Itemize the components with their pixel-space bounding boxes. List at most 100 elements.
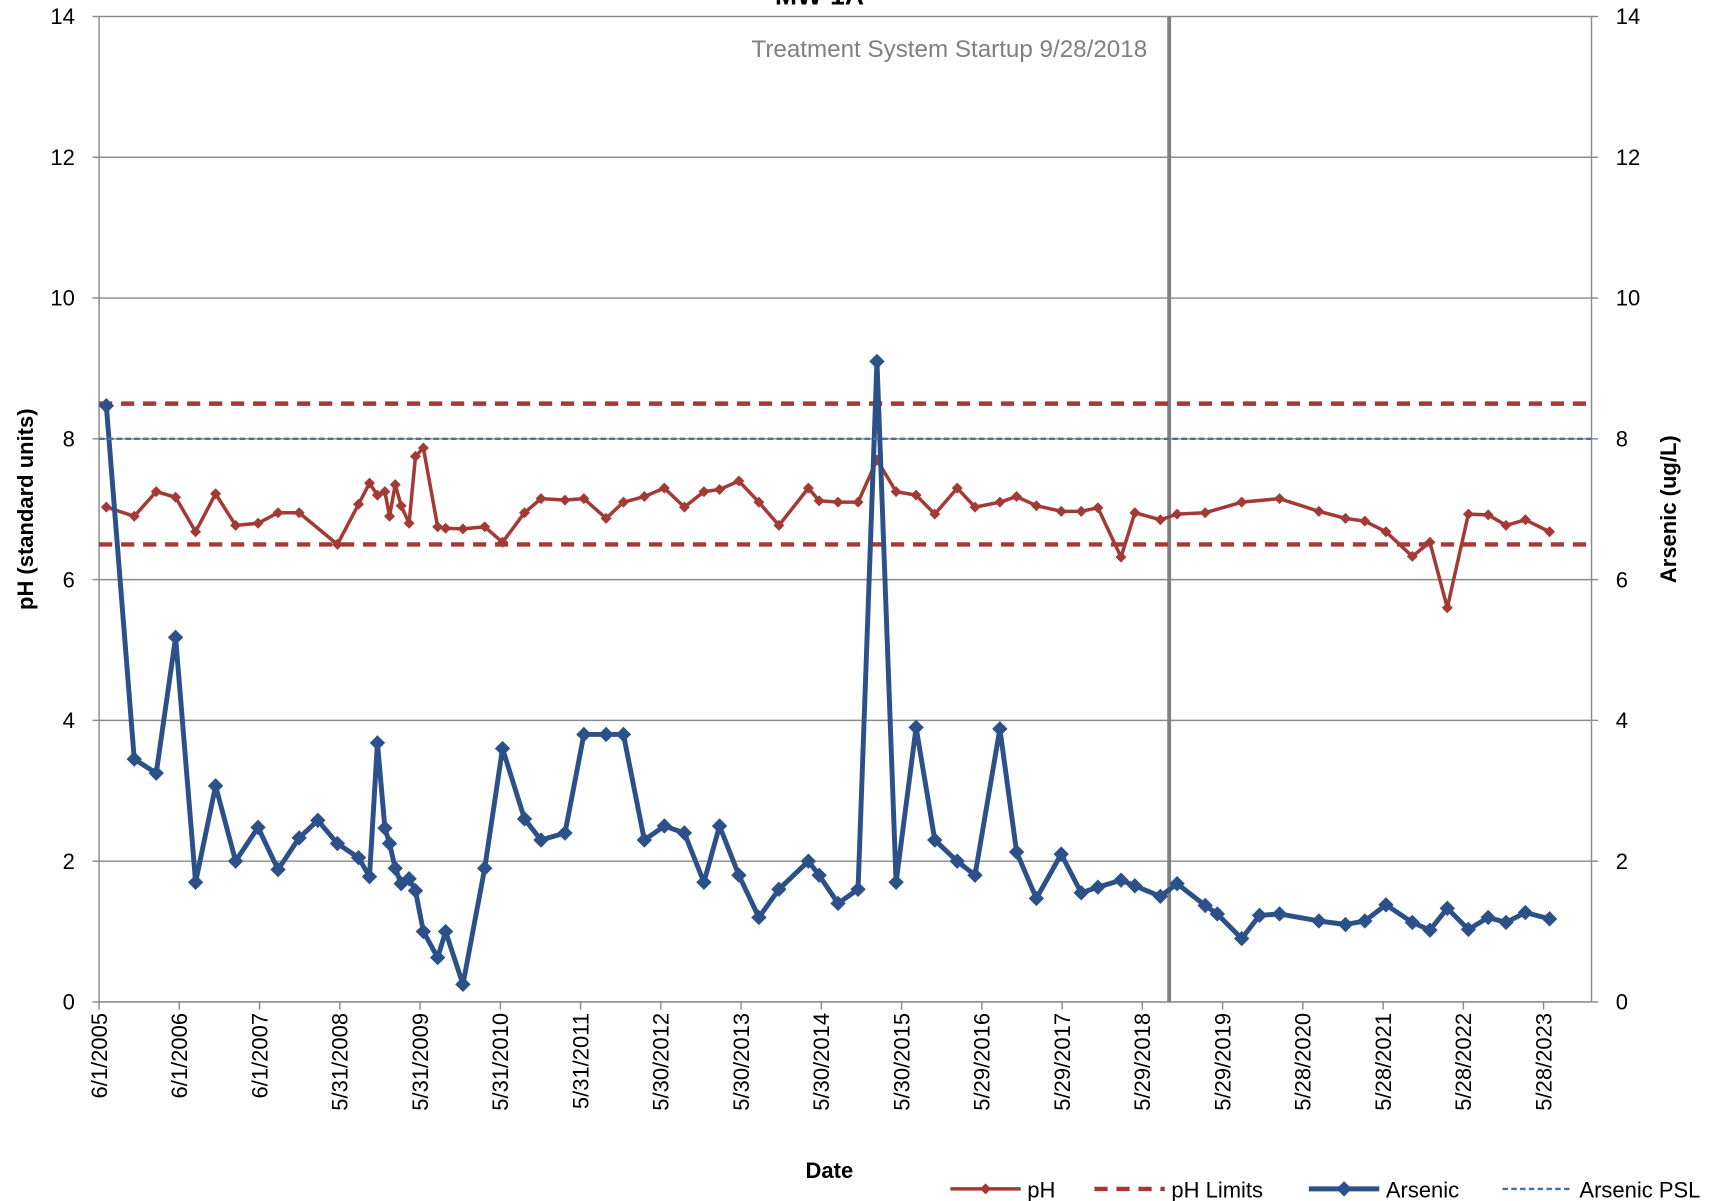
marker: [1154, 514, 1166, 526]
marker: [494, 740, 511, 757]
marker: [187, 874, 204, 890]
marker: [1541, 911, 1558, 927]
marker: [811, 867, 827, 883]
chart-title: MW-1A: [775, 0, 864, 10]
marker: [850, 881, 866, 898]
marker: [207, 778, 224, 794]
marker: [477, 860, 493, 876]
marker: [437, 923, 454, 940]
marker: [291, 830, 307, 846]
legend-label: Arsenic PSL: [1579, 1178, 1700, 1201]
legend-item: Arsenic PSL: [1502, 1178, 1700, 1201]
x-tick-label: 5/30/2015: [889, 1013, 914, 1111]
marker: [1480, 909, 1496, 926]
marker: [994, 496, 1006, 508]
marker: [830, 895, 846, 912]
y2-tick-label: 2: [1616, 849, 1628, 874]
marker: [389, 479, 401, 491]
x-tick-label: 6/1/2006: [167, 1013, 192, 1099]
marker: [751, 909, 767, 926]
marker: [1209, 906, 1226, 922]
marker: [1113, 872, 1129, 888]
marker: [1422, 922, 1438, 938]
marker: [1498, 914, 1514, 931]
marker: [711, 818, 728, 834]
marker: [98, 398, 115, 414]
marker: [353, 498, 365, 510]
marker: [479, 521, 491, 533]
marker: [1055, 505, 1067, 517]
y-tick-label: 0: [63, 990, 75, 1015]
x-tick-label: 5/31/2011: [568, 1013, 593, 1109]
marker: [533, 832, 549, 848]
marker: [992, 721, 1008, 737]
y2-tick-label: 14: [1616, 4, 1640, 29]
y2-tick-label: 0: [1616, 990, 1628, 1015]
marker: [167, 629, 184, 646]
marker: [714, 484, 726, 496]
legend-marker: [1336, 1181, 1352, 1197]
x-tick-label: 5/30/2012: [649, 1013, 674, 1111]
marker: [230, 519, 242, 531]
marker: [1462, 508, 1474, 520]
marker: [1171, 508, 1183, 520]
marker: [364, 477, 376, 489]
x-tick-label: 5/29/2018: [1130, 1013, 1155, 1111]
x-tick-label: 5/29/2017: [1050, 1013, 1075, 1111]
y-tick-label: 2: [63, 849, 75, 874]
marker: [888, 874, 904, 890]
marker: [310, 812, 326, 829]
annotation: Treatment System Startup 9/28/2018: [751, 36, 1147, 63]
marker: [1199, 507, 1211, 519]
marker: [126, 751, 142, 767]
x-tick-label: 6/1/2007: [247, 1013, 272, 1099]
marker: [455, 976, 471, 993]
marker: [457, 523, 469, 535]
marker: [1271, 906, 1288, 922]
marker: [148, 765, 164, 781]
marker: [1357, 913, 1373, 929]
y-tick-label: 4: [63, 708, 75, 733]
x-tick-label: 5/28/2022: [1451, 1013, 1476, 1111]
marker: [170, 491, 182, 503]
marker: [1339, 512, 1351, 524]
x-tick-label: 5/31/2008: [328, 1013, 353, 1111]
marker: [800, 853, 817, 869]
marker: [1311, 913, 1327, 929]
legend-marker: [980, 1183, 992, 1195]
legend-item: Arsenic: [1308, 1178, 1459, 1201]
marker: [636, 832, 653, 848]
marker: [250, 819, 266, 836]
marker: [1073, 885, 1089, 901]
marker: [578, 493, 590, 505]
marker: [381, 835, 398, 852]
marker: [190, 526, 202, 538]
marker: [1404, 914, 1421, 931]
y-tick-label: 10: [50, 286, 74, 311]
x-axis-title: Date: [806, 1158, 854, 1183]
marker: [927, 832, 943, 848]
marker: [1129, 507, 1141, 519]
marker: [658, 482, 670, 494]
series-line: [103, 358, 1551, 987]
marker: [615, 726, 632, 743]
x-tick-label: 5/30/2013: [729, 1013, 754, 1111]
y-axis-title: pH (standard units): [13, 408, 38, 610]
marker: [1517, 904, 1534, 921]
marker: [656, 818, 673, 834]
marker: [638, 491, 650, 503]
marker: [387, 860, 403, 876]
marker: [331, 538, 343, 550]
marker: [1197, 897, 1213, 914]
marker: [1090, 879, 1106, 895]
marker: [432, 521, 444, 533]
marker: [519, 507, 531, 519]
x-tick-label: 5/31/2009: [408, 1013, 433, 1111]
marker: [384, 510, 396, 522]
x-tick-label: 5/31/2010: [488, 1013, 513, 1111]
marker: [350, 849, 367, 866]
y2-tick-label: 4: [1616, 708, 1628, 733]
marker: [379, 486, 391, 498]
marker: [252, 517, 264, 529]
marker: [1313, 505, 1325, 517]
